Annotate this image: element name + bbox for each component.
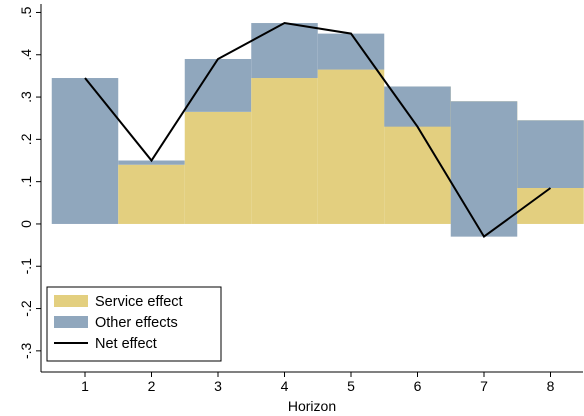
- legend-service-effect-swatch: [54, 295, 88, 307]
- bar-other-effects: [317, 33, 385, 70]
- x-tick-label: 7: [480, 378, 488, 394]
- legend-service-effect-label: Service effect: [95, 294, 183, 310]
- bar-other-effects: [384, 86, 451, 127]
- legend-other-effects-swatch: [54, 316, 88, 328]
- y-tick-label: .4: [18, 49, 34, 61]
- bar-service-effect: [251, 78, 318, 224]
- x-axis-label: Horizon: [288, 398, 336, 414]
- legend-net-effect-label: Net effect: [95, 336, 157, 352]
- bar-other-effects: [118, 160, 185, 165]
- x-tick-label: 2: [148, 378, 156, 394]
- legend: Service effect Other effects Net effect: [46, 286, 222, 362]
- y-tick-label: .1: [18, 176, 34, 188]
- y-tick-label: .5: [18, 6, 34, 18]
- bar-other-effects: [251, 23, 318, 79]
- bar-other-effects: [184, 58, 252, 112]
- y-tick-label: .3: [18, 91, 34, 103]
- bar-other-effects: [51, 78, 119, 224]
- x-tick-label: 1: [81, 378, 89, 394]
- net-effect-line: [84, 21, 552, 239]
- y-tick-label: -.3: [18, 342, 34, 359]
- bar-service-effect: [317, 69, 385, 224]
- axes-layer: -.3 -.2 -.1 0 .1 .2 .3 .4 .5 1 2 3 4 5 6 7 8: [18, 4, 583, 394]
- bar-other-effects: [517, 120, 584, 188]
- y-tick-label: -.1: [18, 258, 34, 275]
- x-tick-label: 3: [214, 378, 222, 394]
- legend-other-effects-label: Other effects: [95, 315, 178, 331]
- x-tick-label: 4: [281, 378, 289, 394]
- y-tick-label: 0: [18, 220, 34, 228]
- y-tick-label: -.2: [18, 300, 34, 317]
- x-tick-label: 6: [414, 378, 422, 394]
- bar-other-effects: [450, 101, 518, 237]
- bar-service-effect: [184, 111, 252, 224]
- x-tick-label: 5: [347, 378, 355, 394]
- bar-service-effect: [118, 164, 185, 224]
- net-effect-line-layer: [84, 21, 552, 239]
- y-tick-label: .2: [18, 133, 34, 145]
- x-tick-label: 8: [547, 378, 555, 394]
- bars-layer: [51, 23, 584, 237]
